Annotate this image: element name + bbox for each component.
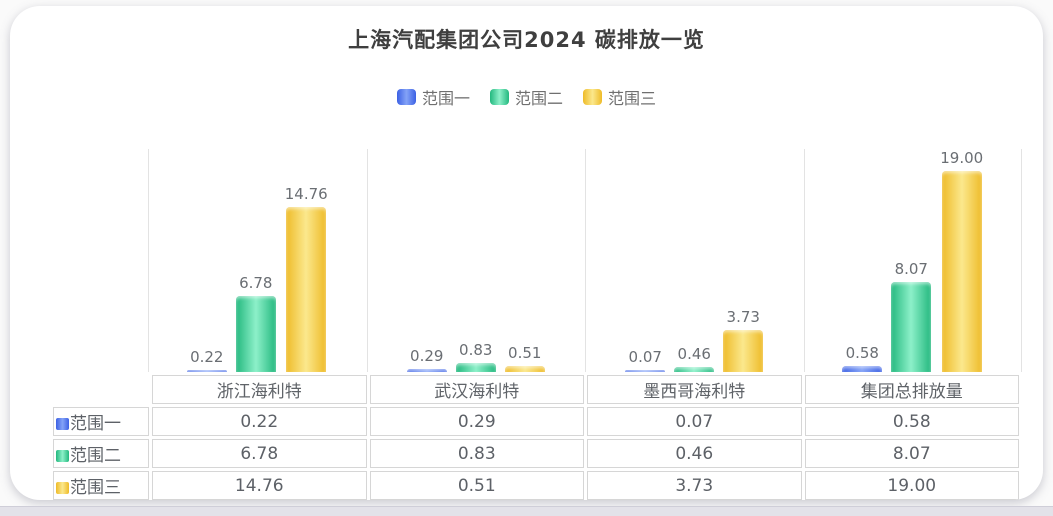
table-row-header-1: 范围一 [53,407,149,436]
bar-wrap: 8.07 [891,149,932,372]
bar-group-4: 0.58 8.07 19.00 [804,149,1023,372]
plot-area: 0.22 6.78 14.76 0.29 0.83 0.51 0.07 0.46 3.73 0.5… [148,149,1022,372]
bar-group-2: 0.29 0.83 0.51 [367,149,586,372]
table-value-cell: 6.78 [152,439,367,468]
category-gridline [585,149,586,372]
bar-wrap: 6.78 [235,149,276,372]
bar-group-1: 0.22 6.78 14.76 [148,149,367,372]
bar-范围一[interactable] [406,368,447,372]
bar-wrap: 0.83 [455,149,496,372]
table-category-header-2: 武汉海利特 [369,375,584,404]
bar-范围二[interactable] [891,282,932,372]
table-corner-cell [53,375,149,404]
legend-item-label: 范围一 [421,89,470,108]
table-row: 范围三 14.76 0.51 3.73 19.00 [53,471,1019,500]
bar-value-label: 14.76 [284,185,328,204]
table-category-header-3: 墨西哥海利特 [587,375,802,404]
series-swatch-icon [56,450,69,462]
table-value-cell: 0.83 [369,439,584,468]
bar-wrap: 19.00 [940,149,983,372]
bar-wrap: 0.51 [504,149,545,372]
bottom-strip [0,506,1053,516]
bar-value-label: 19.00 [940,149,984,167]
data-table: 浙江海利特 武汉海利特 墨西哥海利特 集团总排放量 范围一 0.22 0.29 0.07 0.5… [50,372,1022,500]
legend-item-2[interactable]: 范围二 [489,85,563,109]
table-row-header-2: 范围二 [53,439,149,468]
table-value-cell: 3.73 [587,471,802,500]
bar-groups: 0.22 6.78 14.76 0.29 0.83 0.51 0.07 0.46 3.73 0.5… [148,149,1022,372]
category-gridline [1021,149,1022,372]
bar-wrap: 0.46 [674,149,715,372]
bar-value-label: 0.22 [190,347,224,366]
bar-value-label: 3.73 [726,308,760,327]
bar-wrap: 0.29 [406,149,447,372]
table-value-cell: 0.51 [369,471,584,500]
table-row: 范围二 6.78 0.83 0.46 8.07 [53,439,1019,468]
legend-item-label: 范围三 [608,89,657,108]
chart-card: 上海汽配集团公司2024 碳排放一览 范围一 范围二 范围三 0.22 6.78 14.… [10,6,1043,500]
table-value-cell: 14.76 [152,471,367,500]
bar-value-label: 0.07 [628,347,662,366]
table-row-header-3: 范围三 [53,471,149,500]
legend-swatch-icon [396,89,416,105]
legend-item-3[interactable]: 范围三 [583,85,656,109]
table-value-cell: 0.29 [369,407,584,436]
bar-value-label: 0.58 [845,343,879,362]
bar-wrap: 3.73 [723,149,764,372]
bar-范围二[interactable] [235,296,276,372]
category-gridline [148,149,149,372]
legend-swatch-icon [489,89,509,105]
bar-value-label: 0.51 [508,344,542,363]
bar-wrap: 0.07 [625,149,666,372]
bar-wrap: 0.22 [186,149,227,372]
series-swatch-icon [56,418,69,430]
chart-title: 上海汽配集团公司2024 碳排放一览 [348,28,705,52]
bar-value-label: 0.46 [677,344,711,363]
bar-范围二[interactable] [674,366,715,372]
table-row: 范围一 0.22 0.29 0.07 0.58 [53,407,1019,436]
bar-wrap: 14.76 [285,149,328,372]
table-value-cell: 0.46 [587,439,802,468]
bar-范围二[interactable] [455,362,496,372]
legend-item-1[interactable]: 范围一 [396,85,470,109]
bar-范围一[interactable] [186,369,227,372]
bar-value-label: 8.07 [894,260,928,279]
table-value-cell: 19.00 [804,471,1019,500]
bar-范围三[interactable] [723,330,764,372]
table-category-header-4: 集团总排放量 [804,375,1019,404]
chart-legend: 范围一 范围二 范围三 [10,85,1043,109]
bar-范围三[interactable] [286,207,327,372]
table-value-cell: 8.07 [804,439,1019,468]
table-category-header-1: 浙江海利特 [152,375,367,404]
legend-swatch-icon [583,89,602,105]
bar-value-label: 0.29 [410,346,444,365]
legend-item-label: 范围二 [514,89,563,108]
bar-wrap: 0.58 [842,149,883,372]
table-value-cell: 0.58 [804,407,1019,436]
bar-范围一[interactable] [625,369,666,372]
bar-范围三[interactable] [941,171,982,372]
series-swatch-icon [56,482,69,494]
bar-value-label: 6.78 [239,274,273,293]
table-value-cell: 0.07 [587,407,802,436]
category-gridline [803,149,805,372]
bar-范围一[interactable] [842,365,883,372]
category-gridline [366,149,368,372]
table-value-cell: 0.22 [152,407,367,436]
bar-group-3: 0.07 0.46 3.73 [585,149,804,372]
bar-范围三[interactable] [504,366,545,372]
bar-value-label: 0.83 [459,340,493,359]
